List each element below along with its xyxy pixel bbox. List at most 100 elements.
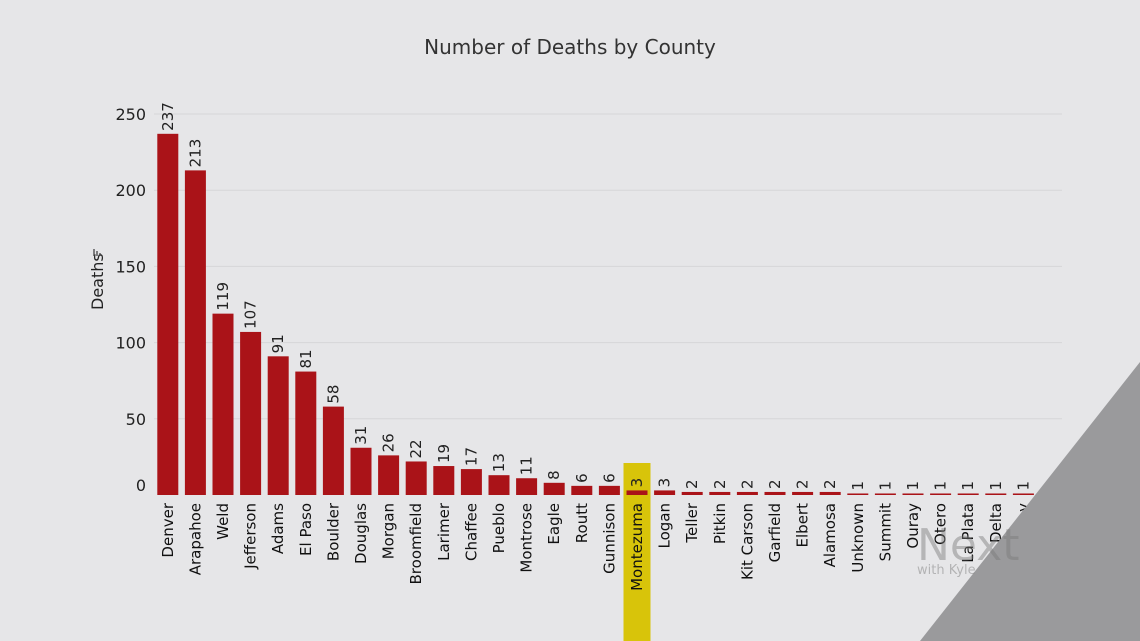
bar-value-label: 119 [214,282,232,311]
bar-value-label: 2 [766,479,784,489]
category-label: Pitkin [711,503,729,544]
y-axis-ticks: 0 50 100 150 200 250 [115,105,146,495]
y-tick-label: 100 [115,334,146,353]
bar[interactable] [902,493,924,495]
category-label: Otero [932,503,950,545]
bar-value-label: 22 [407,439,425,458]
category-label: Denver [159,502,177,557]
category-label: Adams [269,503,287,554]
bar[interactable] [405,461,427,495]
bar[interactable] [516,478,538,495]
bar[interactable] [157,133,179,495]
bar-value-label: 11 [518,456,536,475]
bar-value-label: 58 [324,385,342,404]
category-label: Chaffee [462,503,480,561]
bar-value-label: 2 [794,479,812,489]
bar[interactable] [1040,493,1062,495]
y-tick-label: 50 [126,410,146,429]
bar[interactable] [433,466,455,495]
bar[interactable] [350,447,372,495]
bar[interactable] [792,491,814,495]
bar[interactable] [598,485,620,495]
gridlines [154,113,1062,420]
bar[interactable] [378,455,400,495]
category-label: Weld [214,503,232,540]
bar[interactable] [184,170,206,495]
y-axis-label: Deaths [88,253,107,310]
bar-value-label: 1 [849,481,867,491]
bar-value-label: 1 [1014,481,1032,491]
category-label: Montezuma [628,503,646,591]
bar[interactable] [212,313,234,495]
category-label: La Plata [959,503,977,563]
bar[interactable] [543,482,565,495]
sort-icon[interactable] [93,249,101,256]
bar[interactable] [267,356,289,495]
category-label: Gunnison [600,503,618,574]
category-label: Kit Carson [738,503,756,580]
bar[interactable] [626,490,648,495]
category-label: Ouray [904,503,922,549]
bars [157,133,1062,641]
bar-value-label: 31 [352,426,370,445]
bar-value-label: 107 [242,300,260,329]
bar-value-label: 26 [380,433,398,452]
bar[interactable] [874,493,896,495]
chart-title: Number of Deaths by County [424,35,716,59]
bar-value-label: 1 [904,481,922,491]
category-label: Pueblo [490,503,508,553]
bar[interactable] [819,491,841,495]
bar-value-label: 6 [573,473,591,483]
category-label: Jefferson [242,503,260,570]
bar-value-label: 13 [490,453,508,472]
bar[interactable] [709,491,731,495]
bar[interactable] [736,491,758,495]
category-label: Crowley [1014,503,1032,563]
category-label: Alamosa [821,503,839,567]
bar-value-label: 6 [600,473,618,483]
category-label: Larimer [435,502,453,561]
category-label: Teller [683,502,701,543]
category-label: Broomfield [407,503,425,584]
category-label: Clear Creek [1042,503,1060,591]
bar-value-label: 1 [876,481,894,491]
bar[interactable] [571,485,593,495]
bar-value-label: 3 [628,478,646,488]
bar[interactable] [957,493,979,495]
x-axis-categories: Denver Arapahoe Weld Jefferson Adams El Paso B… [159,502,1060,591]
category-label: Summit [876,503,894,561]
bar[interactable] [985,493,1007,495]
bar-value-label: 17 [462,447,480,466]
bar[interactable] [322,406,344,495]
category-label: Morgan [380,503,398,559]
y-tick-label: 0 [136,476,146,495]
bar[interactable] [488,475,510,495]
bar[interactable] [240,331,262,495]
bar-value-label: 1 [932,481,950,491]
category-label: Routt [573,503,591,543]
category-label: Arapahoe [186,503,204,575]
bar[interactable] [930,493,952,495]
bar[interactable] [295,371,317,495]
bar-value-label: 8 [545,470,563,480]
category-label: Douglas [352,503,370,564]
bar[interactable] [681,491,703,495]
bar[interactable] [764,491,786,495]
bar[interactable] [847,493,869,495]
bar-value-label: 1 [959,481,977,491]
category-label: Boulder [324,502,342,561]
category-label: Unknown [849,503,867,573]
category-label: Delta [987,503,1005,543]
bar-value-label: 91 [269,334,287,353]
bar-value-label: 213 [186,139,204,168]
bar[interactable] [1012,493,1034,495]
bar[interactable] [654,490,676,495]
bar-value-label: 1 [987,481,1005,491]
bar-value-label: 2 [711,479,729,489]
bar[interactable] [460,469,482,495]
bar-value-label: 3 [656,478,674,488]
category-label: El Paso [297,503,315,556]
y-tick-label: 200 [115,181,146,200]
